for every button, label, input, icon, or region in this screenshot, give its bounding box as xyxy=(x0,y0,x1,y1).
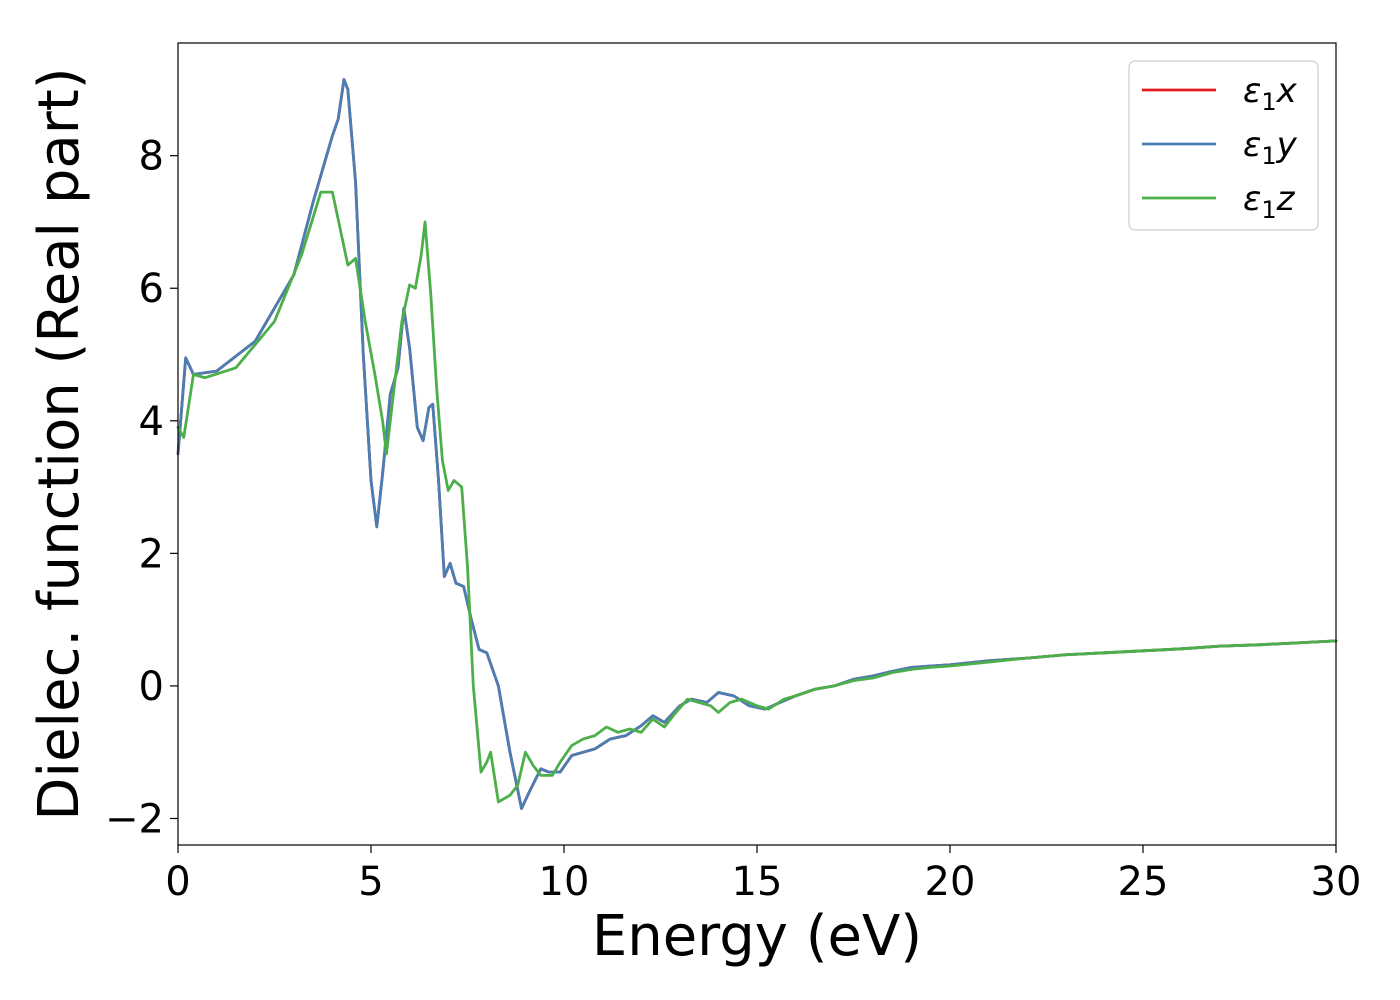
y-axis-ticks: −2 0 2 4 6 8 xyxy=(105,134,178,842)
legend-label-y: ε1y xyxy=(1243,125,1298,170)
y-tick-label: −2 xyxy=(105,796,164,842)
x-axis-ticks: 0 5 10 15 20 25 30 xyxy=(165,845,1361,905)
series-layer xyxy=(176,78,1338,810)
x-tick-label: 25 xyxy=(1118,859,1169,905)
x-tick-label: 30 xyxy=(1311,859,1362,905)
x-tick-label: 10 xyxy=(539,859,590,905)
legend-box xyxy=(1128,60,1319,231)
y-tick-label: 4 xyxy=(139,399,164,445)
x-tick-label: 0 xyxy=(165,859,190,905)
x-tick-label: 15 xyxy=(732,859,783,905)
y-tick-label: 0 xyxy=(139,664,164,710)
legend-label-z: ε1z xyxy=(1243,179,1296,224)
series-line-y xyxy=(176,78,1338,810)
y-tick-label: 8 xyxy=(139,134,164,180)
series-line-z xyxy=(176,190,1338,804)
y-tick-label: 6 xyxy=(139,266,164,312)
y-axis-title: Dielec. function (Real part) xyxy=(27,67,92,820)
y-tick-label: 2 xyxy=(139,531,164,577)
legend: ε1x ε1y ε1z xyxy=(1128,60,1319,231)
legend-label-x: ε1x xyxy=(1243,71,1298,116)
x-tick-label: 5 xyxy=(358,859,383,905)
x-axis-title: Energy (eV) xyxy=(592,904,922,969)
x-tick-label: 20 xyxy=(925,859,976,905)
